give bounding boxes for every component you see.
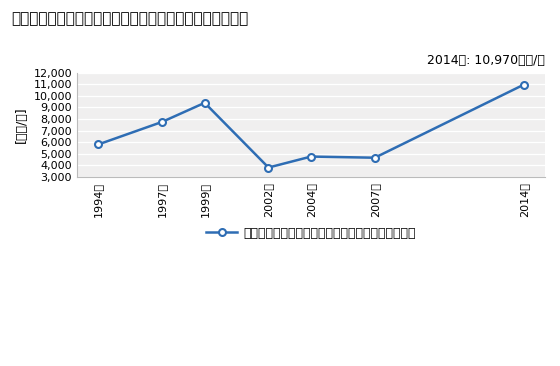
各種商品卸売業の従業者一人当たり年間商品販売額 [95,142,102,147]
Y-axis label: [万円/人]: [万円/人] [15,107,28,143]
Text: 2014年: 10,970万円/人: 2014年: 10,970万円/人 [427,54,545,67]
各種商品卸売業の従業者一人当たり年間商品販売額 [371,156,378,160]
各種商品卸売業の従業者一人当たり年間商品販売額 [265,165,272,170]
Legend: 各種商品卸売業の従業者一人当たり年間商品販売額: 各種商品卸売業の従業者一人当たり年間商品販売額 [206,227,416,240]
各種商品卸売業の従業者一人当たり年間商品販売額 [201,101,208,105]
Line: 各種商品卸売業の従業者一人当たり年間商品販売額: 各種商品卸売業の従業者一人当たり年間商品販売額 [95,81,527,171]
各種商品卸売業の従業者一人当たり年間商品販売額 [520,82,527,87]
Text: 各種商品卸売業の従業者一人当たり年間商品販売額の推移: 各種商品卸売業の従業者一人当たり年間商品販売額の推移 [11,11,249,26]
各種商品卸売業の従業者一人当たり年間商品販売額 [307,154,314,159]
各種商品卸売業の従業者一人当たり年間商品販売額 [159,120,166,124]
